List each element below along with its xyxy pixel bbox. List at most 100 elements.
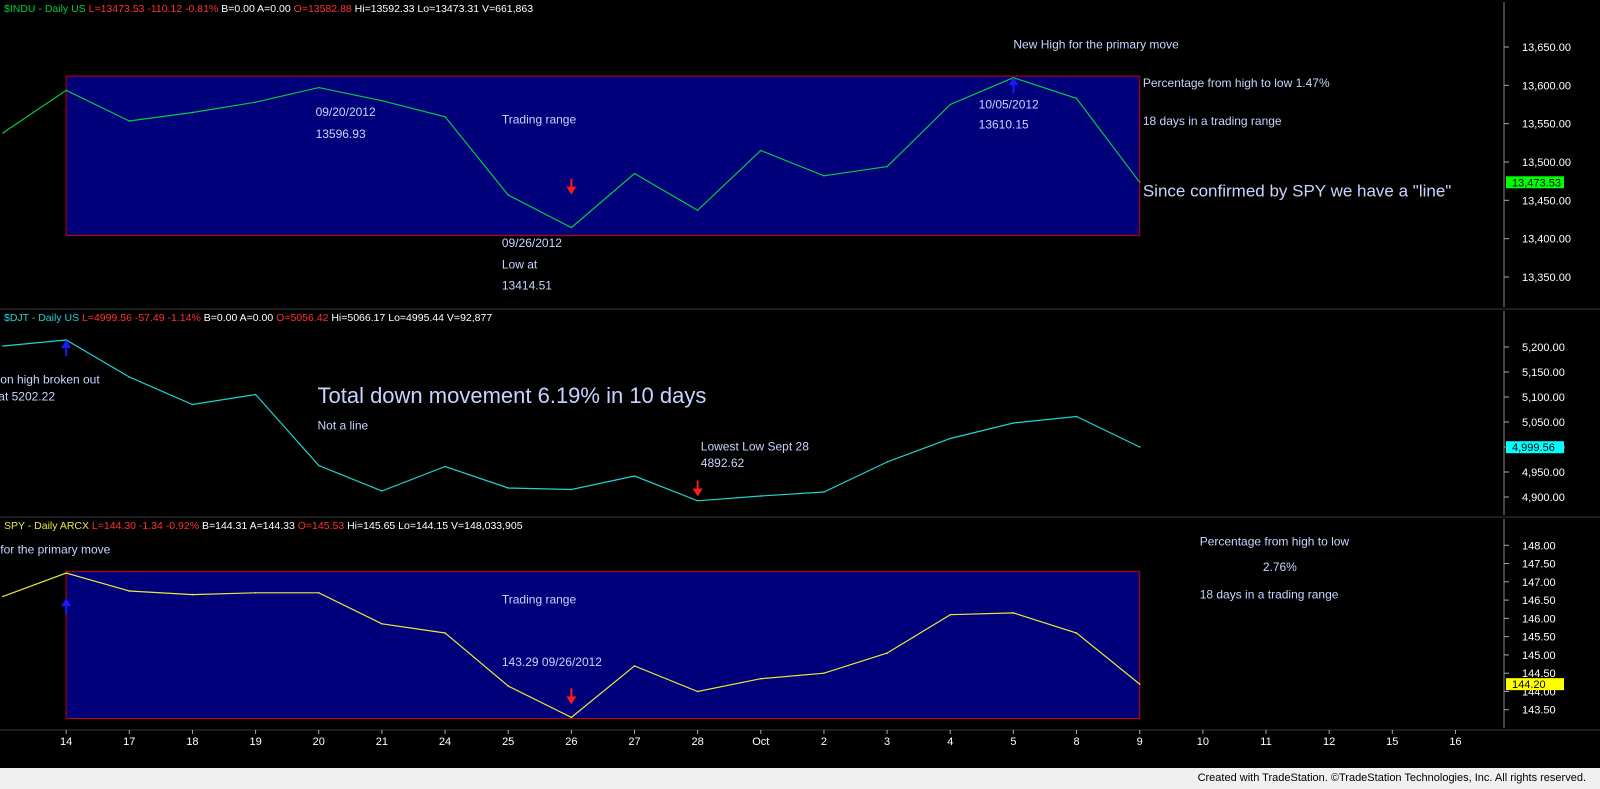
y-tick-label: 13,350.00 [1522,272,1571,284]
y-tick-label: 145.50 [1522,632,1556,644]
data-point [444,632,446,634]
data-point [1138,446,1141,448]
data-point [317,86,320,89]
last-value-box [1506,176,1564,189]
data-point [317,464,320,467]
data-point [507,685,510,687]
annotation-text: Total down movement 6.19% in 10 days [317,383,706,408]
data-point [128,590,131,592]
last-value-label: 144.20 [1512,679,1546,691]
y-tick-label: 148.00 [1522,540,1556,552]
header-field: O=5056.42 [273,312,328,324]
data-point [2,595,4,598]
header-field: V=148,033,905 [448,520,523,532]
header-field: -0.81% [182,3,218,15]
arrow-head [61,340,72,348]
data-point [760,495,762,497]
data-point [760,677,762,680]
y-tick-label: 143.50 [1522,705,1556,717]
header-field: Hi=13592.33 [352,3,415,15]
x-tick-label: 20 [313,736,325,748]
y-tick-label: 13,450.00 [1522,195,1571,207]
down-arrow-icon [566,688,577,705]
panel-indu: 13,350.00 13,400.00 13,450.00 13,500.00 13,5… [2,2,1571,307]
y-tick-label: 13,550.00 [1522,119,1571,131]
x-tick-label: 18 [186,736,198,748]
header-field: Lo=144.15 [395,520,448,532]
header-field: -57.49 [132,312,165,324]
data-point [1075,632,1078,634]
last-value-box [1506,678,1564,691]
data-point [633,172,636,175]
header-field: V=661,863 [479,3,533,15]
data-point [1138,683,1141,685]
panel-djt: 4,900.004,950.005,000.005,050.005,100.00… [0,308,1600,515]
data-point [886,652,888,654]
data-point [886,165,888,168]
annotation-text: Since confirmed by SPY we have a "line" [1143,182,1451,201]
arrow-head [692,488,703,497]
footer-bar: Created with TradeStation. ©TradeStation… [0,768,1600,789]
data-point [65,89,67,92]
chart-panels: 13,350.00 13,400.00 13,450.00 13,500.00 13,5… [0,2,1600,728]
data-point [65,339,67,341]
annotation-text: Percentage from high to low [1200,534,1350,548]
annotation-text: 18 days in a trading range [1200,587,1339,601]
data-point [65,572,67,574]
annotation-text: 09/26/2012 [502,236,562,250]
data-point [2,132,4,134]
copyright-text: Created with TradeStation. ©TradeStation… [1197,772,1586,784]
header-field: B=0.00 [218,3,255,15]
data-point [633,665,636,667]
x-tick-label: 25 [502,736,514,748]
data-point [1012,612,1015,614]
annotation-text: 18 days in a trading range [1143,114,1282,128]
x-tick-label: 2 [821,736,827,748]
x-tick-label: 28 [692,736,704,748]
data-point [570,716,573,719]
header-field: A=0.00 [237,312,273,324]
x-tick-label: 8 [1073,736,1079,748]
annotation-text: 143.29 09/26/2012 [502,655,602,669]
data-point [381,490,383,492]
tradestation-chart: 13,350.00 13,400.00 13,450.00 13,500.00 13,5… [0,2,1600,748]
y-tick-label: 147.50 [1522,559,1556,571]
annotation-text: 2.76% [1263,560,1297,574]
data-point [696,690,699,693]
annotation-text: Trading range [502,593,577,607]
data-point [444,465,446,468]
data-point [1012,422,1015,424]
annotation-text: Lowest Low Sept 28 [701,440,809,454]
x-axis: 14 17 18 19 20 21 24 25 26 27 28 Oct 2 3 4 5 8 9 10 11 12 15 1… [0,729,1600,748]
x-tick-label: 16 [1449,736,1461,748]
annotation-text: 4892.62 [701,456,745,470]
data-point [633,475,636,477]
arrow-head [1008,77,1019,86]
x-tick-label: 10 [1197,736,1209,748]
header-field: -1.34 [136,520,163,532]
header-field: Hi=5066.17 [328,312,385,324]
data-point [507,194,510,196]
header-field: -0.92% [163,520,199,532]
data-point [886,461,888,463]
symbol-header: $DJT - Daily US L=4999.56 -57.49 -1.14% … [4,312,492,324]
header-field: L=4999.56 [79,312,132,324]
data-point [696,499,699,502]
annotation-text: Low at [502,258,538,272]
y-tick-label: 5,200.00 [1522,342,1565,354]
annotation-text: New high at 5202.22 [0,390,55,404]
data-point [1075,415,1078,418]
data-point [128,120,131,122]
header-field: Hi=145.65 [344,520,395,532]
data-point [254,393,257,396]
y-tick-label: 4,900.00 [1522,492,1565,504]
header-field: A=0.00 [255,3,291,15]
annotation-text: New High for the primary move [0,543,111,557]
data-point [823,491,825,493]
x-tick-label: 9 [1137,736,1143,748]
y-tick-label: 147.00 [1522,577,1556,589]
header-field: V=92,877 [444,312,492,324]
data-point [1138,181,1141,184]
annotation-text: Not a line [317,419,368,433]
y-tick-label: 145.00 [1522,650,1556,662]
